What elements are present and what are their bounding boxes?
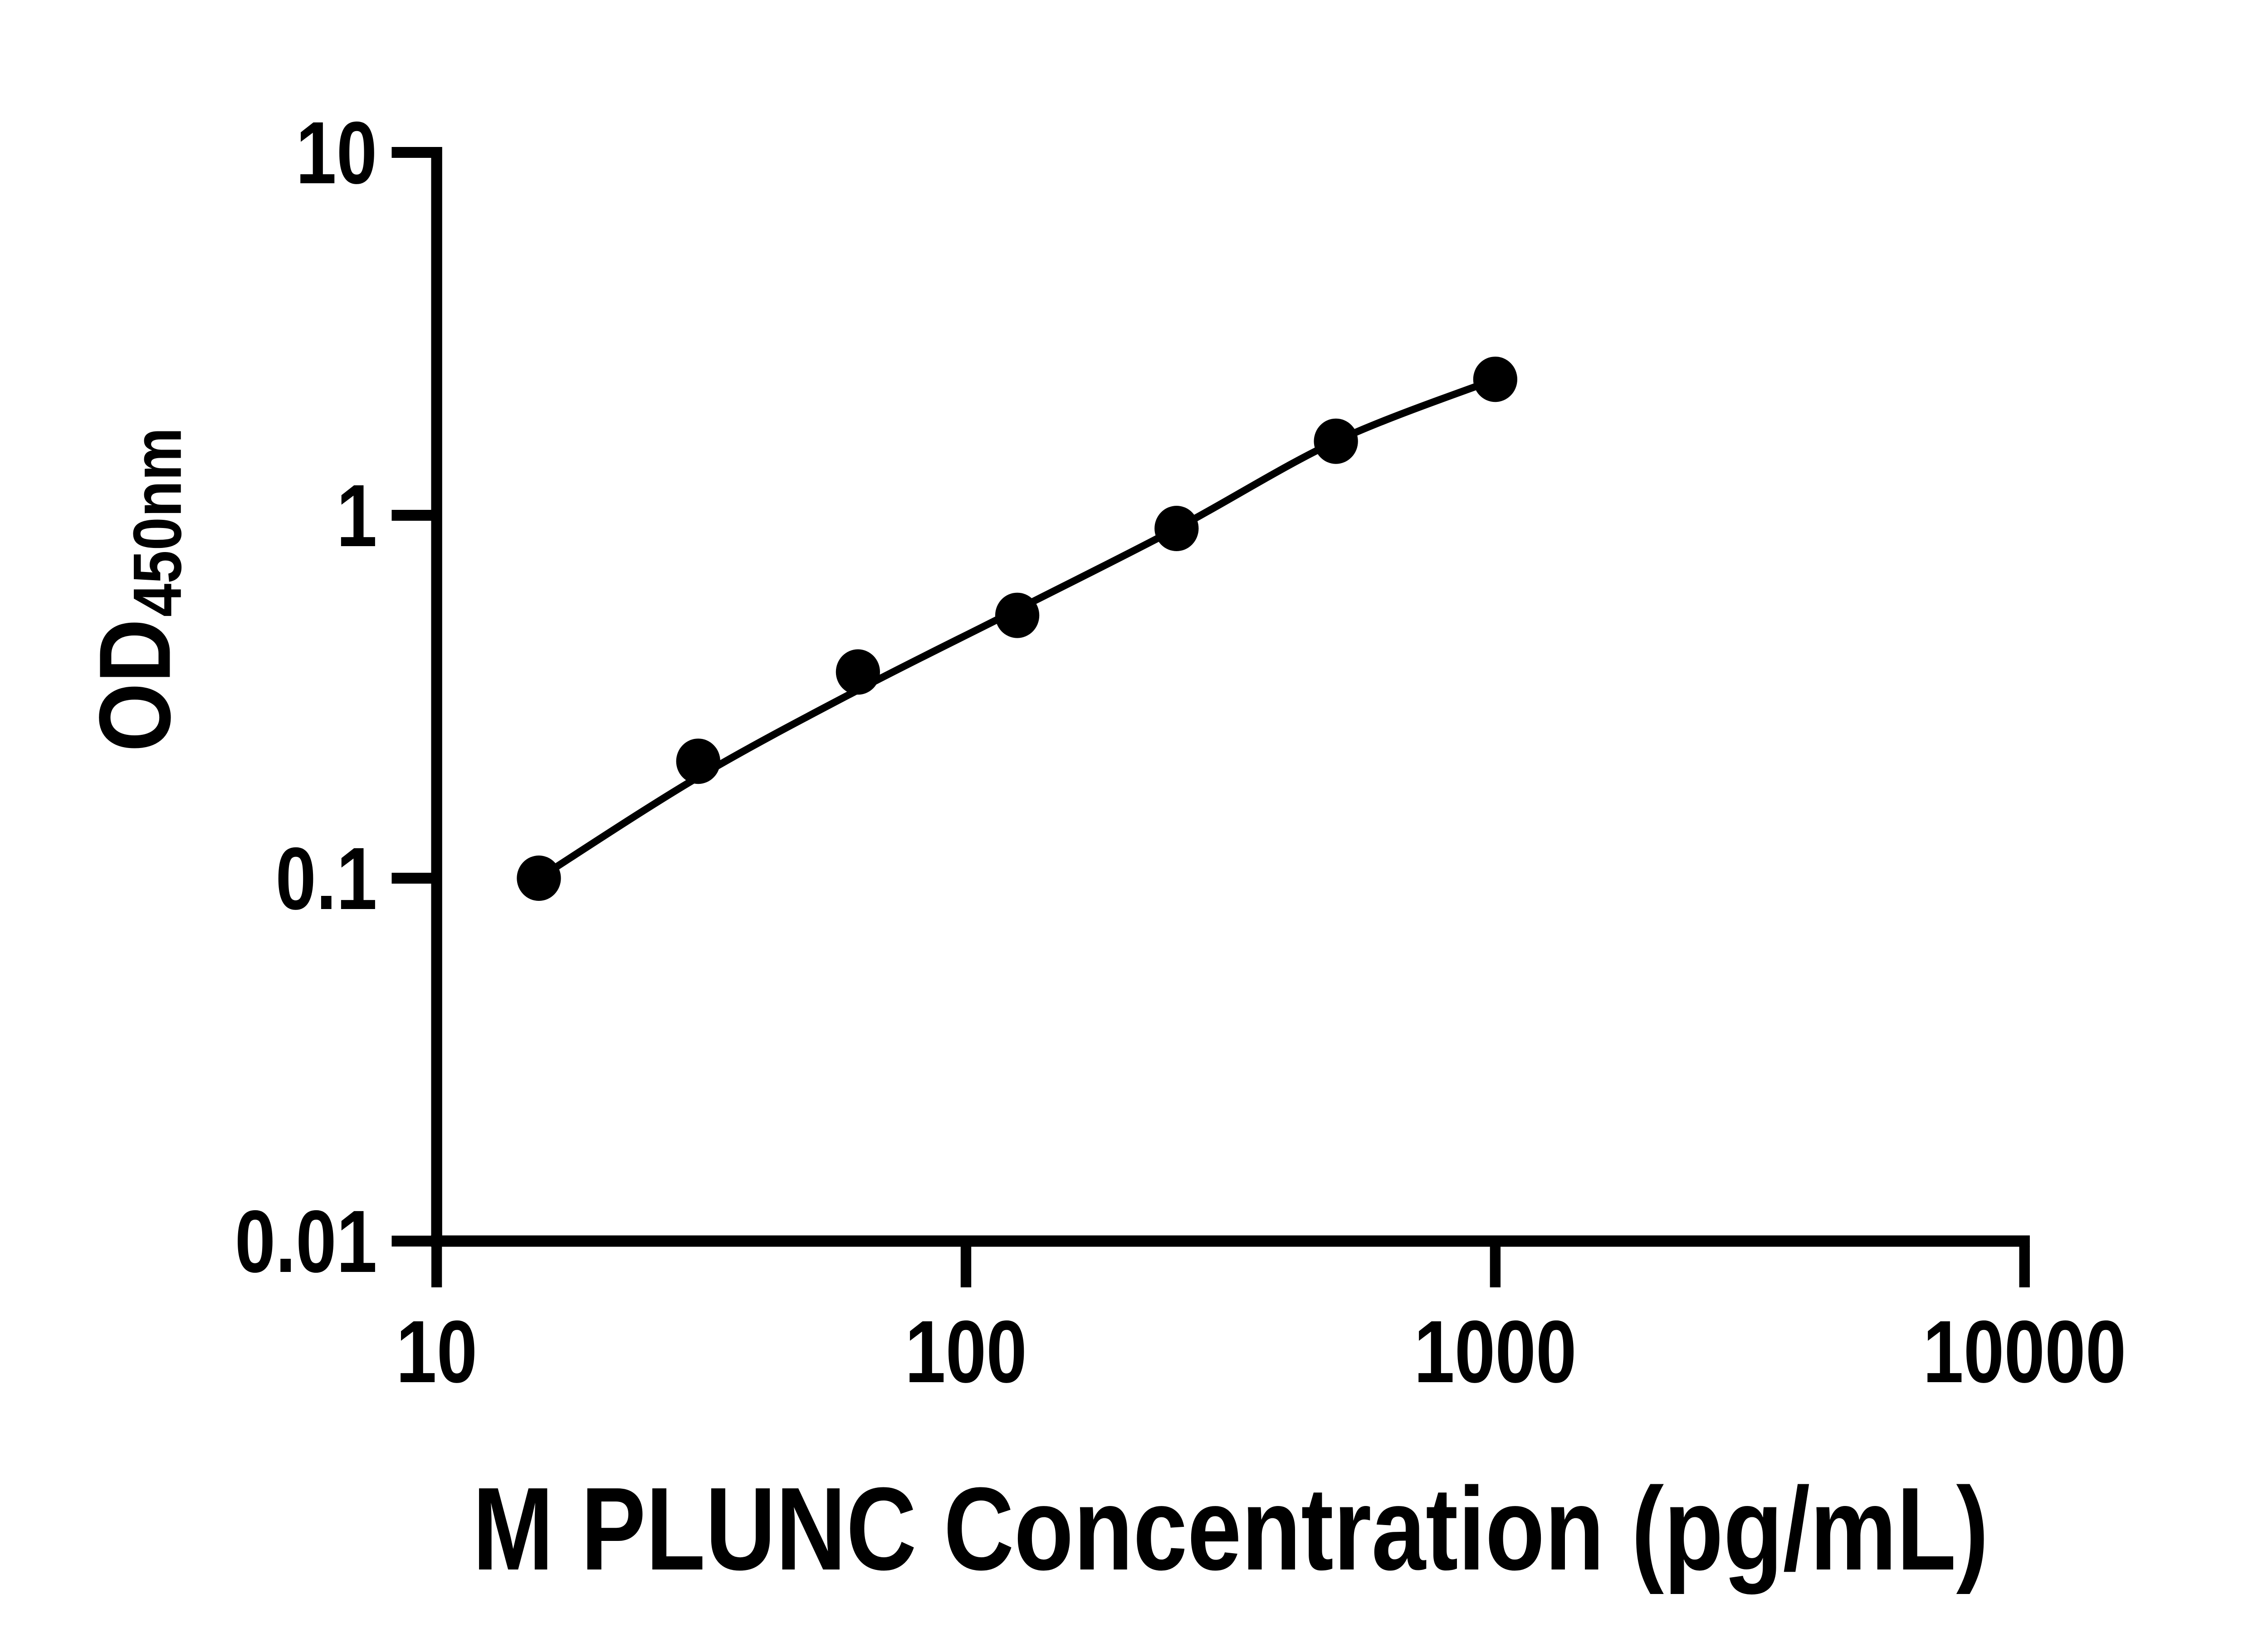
x-tick-label: 100: [905, 1302, 1027, 1401]
data-point: [836, 649, 880, 695]
data-point: [517, 856, 561, 901]
x-tick-label: 1000: [1414, 1302, 1577, 1401]
x-axis: 10 100 1000 10000 M PLUNC Concentration (pg…: [396, 1235, 2126, 1595]
y-axis: 10 1 0.1 0.01 OD 450nm: [78, 103, 442, 1291]
y-axis-title-subscript: 450nm: [120, 427, 196, 616]
x-tick-labels: 10 100 1000 10000: [396, 1302, 2126, 1401]
y-tick-labels: 10 1 0.1 0.01: [235, 103, 377, 1291]
y-tick-label: 10: [296, 103, 377, 202]
y-ticks: [391, 147, 431, 1247]
data-points: [517, 357, 1518, 901]
y-axis-title-main: OD: [78, 619, 191, 752]
data-point: [1154, 506, 1199, 551]
x-tick-label: 10000: [1923, 1302, 2126, 1401]
x-ticks: [431, 1246, 2030, 1287]
x-tick-label: 10: [396, 1302, 477, 1401]
data-point: [676, 738, 720, 784]
y-tick-label: 1: [337, 466, 377, 565]
plot-area: [517, 357, 1518, 901]
y-tick-label: 0.01: [235, 1192, 377, 1291]
y-axis-title: OD 450nm: [78, 427, 196, 752]
y-tick-label: 0.1: [275, 829, 377, 928]
data-point: [1473, 357, 1518, 402]
data-point: [995, 592, 1040, 638]
data-point: [1314, 418, 1358, 464]
x-axis-title: M PLUNC Concentration (pg/mL): [473, 1463, 1989, 1595]
